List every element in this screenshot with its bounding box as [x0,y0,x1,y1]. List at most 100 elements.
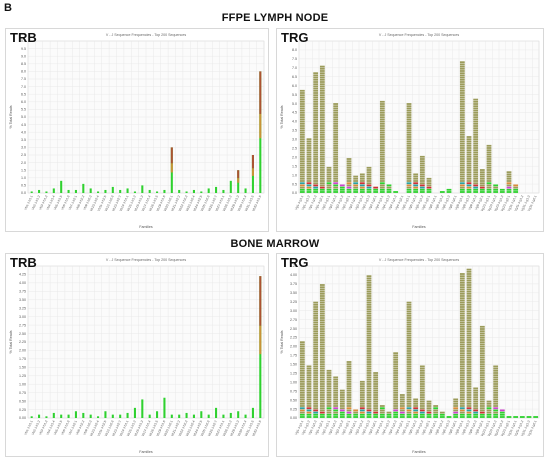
bar-segment [319,339,325,341]
bar [333,376,339,418]
bar-segment [459,391,465,394]
bar-segment [333,122,339,125]
bar-segment [346,389,352,392]
bar-segment [156,411,159,418]
x-tick-label: Vb11-J-b2.5 [96,195,107,212]
bar-segment [251,155,254,169]
bar-segment [493,191,499,193]
bar-segment [506,186,512,189]
bar-segment [379,166,385,169]
bar-segment [319,286,325,289]
bar-segment [82,183,85,193]
bar-segment [479,372,485,374]
bar-segment [333,389,339,392]
bar-segment [346,369,352,372]
bar-segment [486,164,492,167]
bar-segment [406,317,412,319]
bar-segment [319,78,325,81]
bar-segment [319,336,325,339]
bar-segment [466,343,472,346]
bar-segment [479,378,485,381]
bar-segment [299,180,305,182]
bar-segment [393,413,399,416]
bar [38,414,41,418]
bar [479,169,485,193]
bar [419,155,425,193]
bar-segment [406,171,412,174]
bar [119,189,122,193]
bar-segment [366,299,372,302]
bar-segment [366,341,372,344]
bar-segment [299,184,305,187]
bar-segment [319,92,325,94]
bar [237,411,240,418]
bar-segment [386,186,392,189]
bar-segment [486,151,492,154]
bar-segment [466,308,472,311]
bar-segment [479,345,485,348]
x-tick-label: Vb6-J-b1.6 [60,420,70,436]
bar-segment [493,380,499,383]
bar-segment [313,180,319,182]
bar-segment [333,169,339,171]
bar-segment [306,164,312,167]
bar-segment [406,160,412,163]
bar-segment [319,365,325,368]
bar-segment [466,330,472,333]
bar-segment [413,182,419,185]
bar-segment [339,402,345,405]
bar-segment [313,83,319,86]
bar-segment [426,407,432,410]
bar-segment [466,369,472,372]
bar-segment [339,186,345,189]
bar-segment [379,111,385,114]
bar-segment [306,180,312,182]
bar-segment [366,365,372,368]
bar-segment [333,378,339,381]
bar-segment [319,376,325,379]
bar-segment [306,155,312,158]
bar-segment [413,409,419,412]
bar-segment [373,376,379,379]
y-tick-label: 0.0 [292,191,297,195]
bar-segment [386,184,392,187]
bar [459,61,465,193]
bar [406,103,412,193]
bar-segment [493,365,499,368]
bar-segment [453,411,459,414]
bar-segment [393,367,399,370]
bar-segment [313,111,319,114]
bar-segment [473,111,479,114]
bar-segment [319,290,325,293]
bar-segment [479,394,485,396]
bar-segment [399,396,405,399]
bar-segment [466,334,472,337]
x-tick-label: Vb27-J-b1.1 [214,420,225,438]
bar-segment [419,369,425,372]
bar-segment [393,394,399,396]
bar-segment [493,409,499,412]
x-tick-label: Vg1-J-g1.2 [301,195,311,211]
bar-segment [299,98,305,101]
bar-segment [299,391,305,394]
bar-segment [45,416,48,418]
bar-segment [326,394,332,396]
bar-segment [473,391,479,394]
bar-segment [346,184,352,187]
bar-segment [299,111,305,114]
bar-segment [306,144,312,147]
bar-segment [473,118,479,121]
bar-segment [459,140,465,143]
x-tick-label: Vg1-J-g2.1 [314,195,324,211]
bar-segment [346,182,352,185]
bar-segment [466,281,472,284]
chart-ffpe-trg-svg: V - J Sequence Frequencies - Top 200 Seq… [280,33,540,229]
bar-segment [473,398,479,401]
bar-segment [346,177,352,180]
bar-segment [333,151,339,154]
bar-segment [419,383,425,385]
bar-segment [459,345,465,348]
bar-segment [346,164,352,167]
bar-segment [313,347,319,350]
bar-segment [333,129,339,132]
